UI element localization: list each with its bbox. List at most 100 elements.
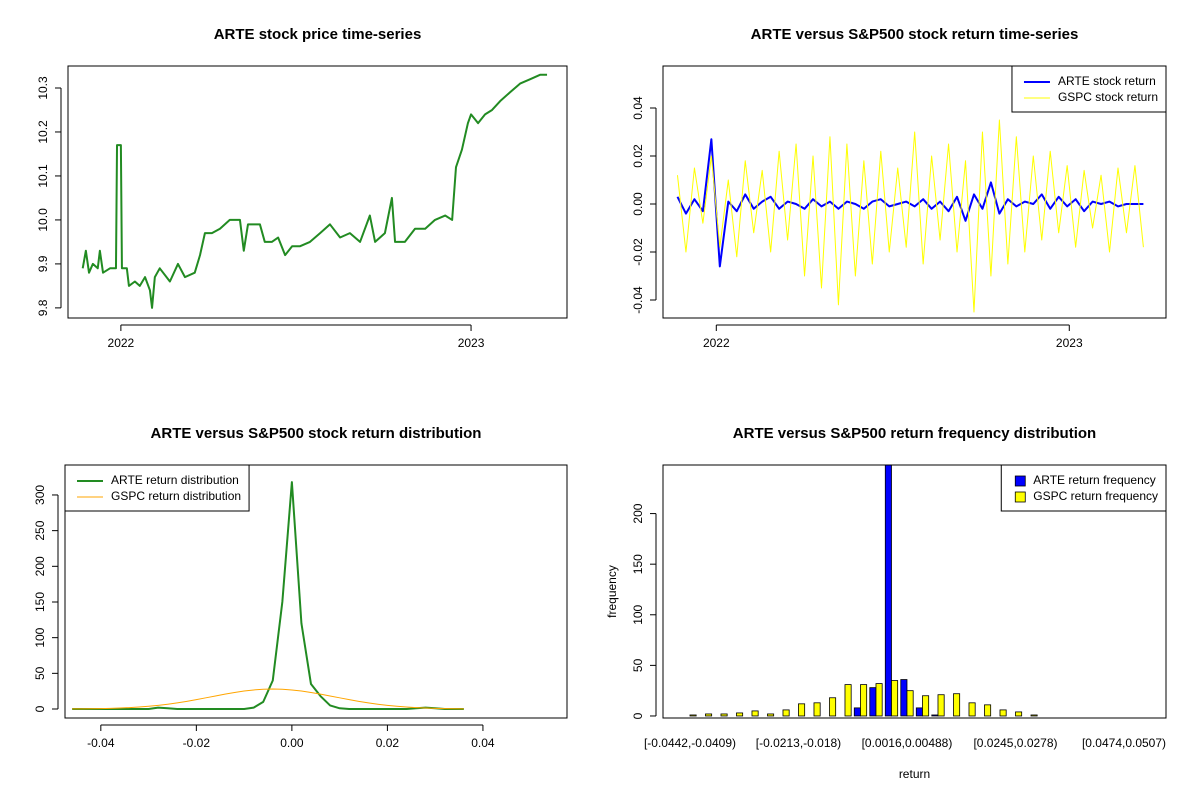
legend-box (1011, 65, 1167, 113)
bar (869, 687, 877, 717)
x-tick-label: [-0.0442,-0.0409) (644, 736, 736, 750)
legend-label: GSPC return frequency (1033, 489, 1158, 503)
series-line (676, 119, 1144, 313)
x-tick-label: 2023 (1056, 336, 1083, 350)
legend-box (64, 464, 250, 512)
bar (705, 713, 713, 717)
bar (875, 683, 883, 717)
bar (860, 684, 868, 717)
bar (813, 702, 821, 717)
bar (853, 707, 861, 717)
y-tick-label: 50 (631, 658, 645, 672)
y-tick-label: 100 (33, 627, 47, 647)
y-tick-label: 0.00 (631, 192, 645, 216)
y-tick-label: 0.04 (631, 96, 645, 120)
y-tick-label: 9.9 (36, 255, 50, 272)
plot-area (689, 465, 1038, 717)
x-tick-label: 2023 (458, 336, 485, 350)
bar (798, 703, 806, 717)
y-tick-label: -0.04 (631, 286, 645, 314)
series-line (676, 138, 1144, 268)
chart-title: ARTE versus S&P500 stock return distribu… (151, 425, 482, 442)
bar (999, 709, 1007, 717)
y-tick-label: 0 (33, 705, 47, 712)
x-tick-label: 2022 (703, 336, 730, 350)
legend-swatch (1014, 491, 1026, 503)
x-tick-label: -0.02 (183, 736, 211, 750)
y-tick-label: 250 (33, 520, 47, 540)
chart-title: ARTE versus S&P500 stock return time-ser… (751, 26, 1079, 43)
legend-swatch (1014, 475, 1026, 487)
chart-title: ARTE versus S&P500 return frequency dist… (733, 425, 1096, 442)
bar (884, 465, 892, 717)
y-tick-label: 10.2 (36, 120, 50, 144)
x-tick-label: [-0.0213,-0.018) (756, 736, 841, 750)
legend: ARTE stock return GSPC stock return (1011, 65, 1167, 113)
plot-frame (67, 65, 568, 319)
bar (906, 690, 914, 717)
legend-label: ARTE return distribution (111, 473, 239, 487)
series-line (72, 481, 464, 711)
legend: ARTE return frequency GSPC return frequen… (1000, 464, 1167, 512)
series-line (81, 73, 548, 309)
bar (931, 714, 939, 717)
panel: ARTE versus S&P500 stock return distribu… (33, 425, 568, 750)
x-tick-label: [0.0474,0.0507) (1082, 736, 1166, 750)
legend-label: GSPC return distribution (111, 489, 241, 503)
x-tick-label: [0.0245,0.0278) (973, 736, 1057, 750)
y-tick-label: 50 (33, 666, 47, 680)
bar (922, 695, 930, 717)
panel: ARTE stock price time-series 9.8 9.9 10.0 10… (36, 26, 568, 350)
x-tick-label: 0.00 (280, 736, 304, 750)
y-tick-label: 9.8 (36, 299, 50, 316)
legend-label: ARTE return frequency (1033, 473, 1156, 487)
bar (984, 704, 992, 717)
series-line (72, 688, 464, 710)
bar (689, 714, 697, 717)
panel: ARTE versus S&P500 return frequency dist… (605, 425, 1167, 781)
bar (767, 713, 775, 717)
y-axis-label: frequency (605, 565, 619, 618)
plot-frame (662, 65, 1167, 319)
x-axis-label: return (899, 767, 930, 781)
y-tick-label: 0 (631, 712, 645, 719)
bar (736, 712, 744, 717)
y-tick-label: 100 (631, 604, 645, 624)
bar (937, 694, 945, 717)
bar (900, 679, 908, 717)
plot-area (81, 73, 548, 309)
y-tick-label: 10.3 (36, 76, 50, 100)
bar (953, 693, 961, 717)
bar (829, 697, 837, 717)
y-tick-label: 10.0 (36, 208, 50, 232)
bar (751, 710, 759, 717)
y-tick-label: 150 (33, 592, 47, 612)
bar (1015, 711, 1023, 717)
legend: ARTE return distribution GSPC return dist… (64, 464, 250, 512)
y-tick-label: 0.02 (631, 144, 645, 168)
x-tick-label: -0.04 (87, 736, 115, 750)
bar (844, 684, 852, 717)
x-tick-label: 0.04 (471, 736, 495, 750)
y-tick-label: 200 (631, 503, 645, 523)
plot-frame (662, 464, 1167, 719)
x-tick-label: [0.0016,0.00488) (862, 736, 953, 750)
bar (891, 680, 899, 717)
legend-label: ARTE stock return (1058, 74, 1156, 88)
y-tick-label: 200 (33, 556, 47, 576)
panel: ARTE versus S&P500 stock return time-ser… (631, 26, 1167, 350)
bar (915, 707, 923, 717)
x-tick-label: 2022 (108, 336, 135, 350)
plot-frame (64, 464, 568, 719)
bar (968, 702, 976, 717)
bar (1030, 714, 1038, 717)
y-tick-label: 300 (33, 485, 47, 505)
y-tick-label: 150 (631, 554, 645, 574)
bar (720, 713, 728, 717)
chart-title: ARTE stock price time-series (214, 26, 422, 43)
legend-label: GSPC stock return (1058, 90, 1158, 104)
y-tick-label: -0.02 (631, 238, 645, 266)
